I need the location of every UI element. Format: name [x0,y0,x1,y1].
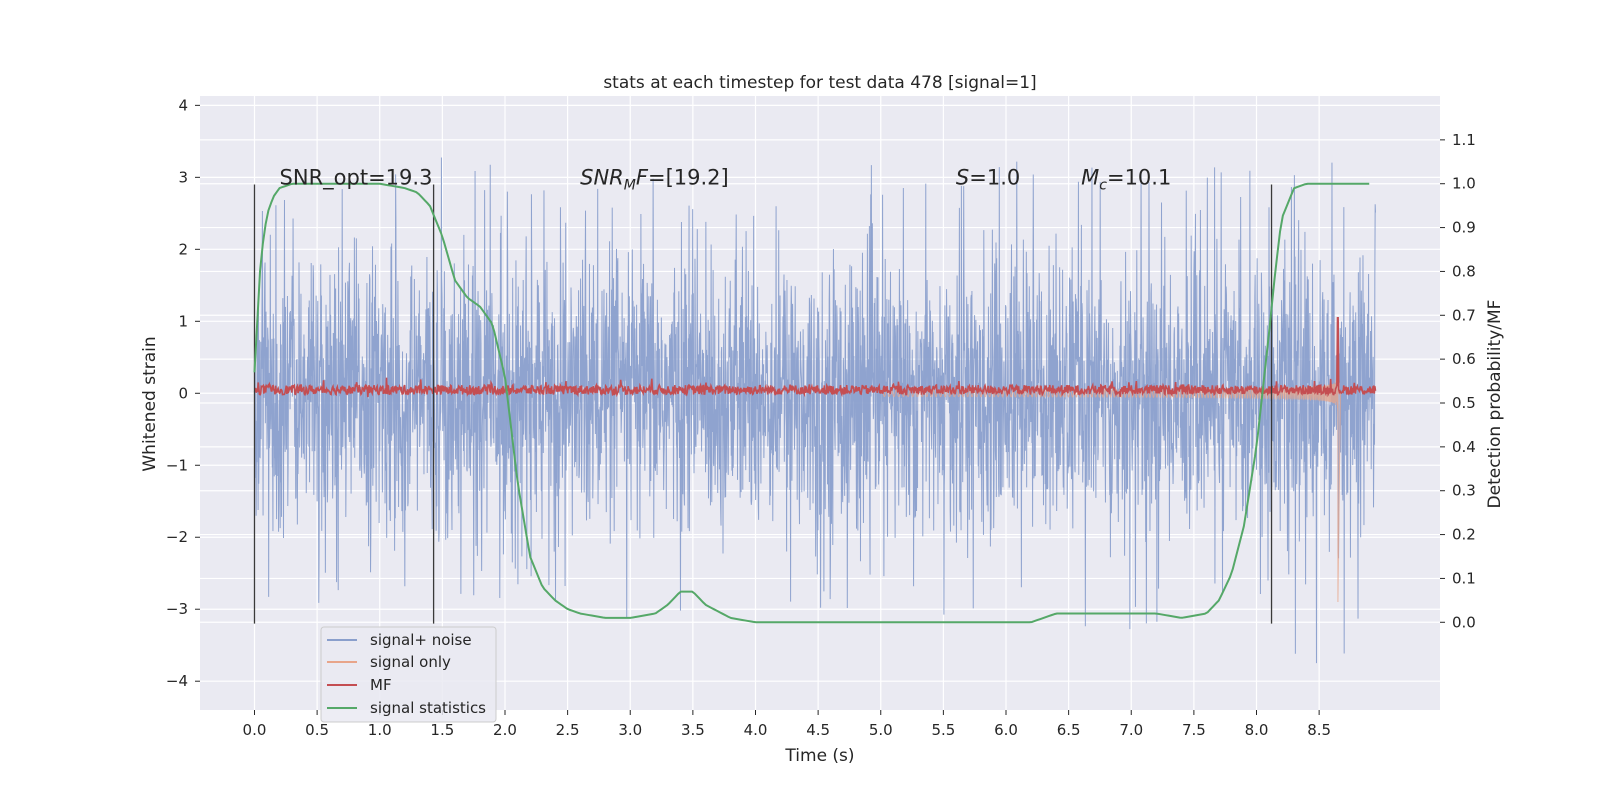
left-y-tick-label-4: 0 [178,384,188,402]
annotation-s: S=1.0 [956,166,1020,190]
annotation-s-base: S [956,166,969,190]
left-y-tick-label-8: 4 [178,96,188,114]
right-y-tick-label-0: 0.0 [1452,613,1476,631]
annotation-mc-value: =10.1 [1107,166,1171,190]
annotation-s-value: =1.0 [969,166,1020,190]
annotation-mc: Mc=10.1 [1081,166,1171,194]
left-y-tick-label-2: −2 [166,528,188,546]
legend-label-mf: MF [370,676,392,694]
right-y-tick-label-2: 0.2 [1452,526,1476,544]
x-tick-label-2: 1.0 [368,721,392,739]
x-tick-label-12: 6.0 [994,721,1018,739]
x-tick-label-13: 6.5 [1057,721,1081,739]
x-tick-label-16: 8.0 [1245,721,1269,739]
vlines [253,184,1273,624]
signal-statistics-series [253,182,1370,624]
signal-statistics-line [253,182,1370,624]
right-y-tick-label-5: 0.5 [1452,394,1476,412]
x-tick-label-15: 7.5 [1182,721,1206,739]
right-y-tick-label-10: 1.0 [1452,175,1476,193]
x-tick-label-9: 4.5 [806,721,830,739]
legend-label-signal-noise: signal+ noise [370,631,472,649]
annotation-snr-mf: SNRMF=[19.2] [580,166,729,194]
x-axis-title: Time (s) [784,746,854,766]
right-y-tick-label-6: 0.6 [1452,350,1476,368]
mf-line [253,317,1377,398]
x-tick-label-6: 3.0 [618,721,642,739]
x-tick-label-1: 0.5 [305,721,329,739]
right-y-tick-label-9: 0.9 [1452,219,1476,237]
annotation-snr-mf-tail-italic: F [636,166,649,190]
annotation-snr-mf-value: =[19.2] [648,166,729,190]
legend: signal+ noise signal only MF signal stat… [320,626,497,723]
x-tick-label-3: 1.5 [430,721,454,739]
x-tick-label-5: 2.5 [556,721,580,739]
left-y-tick-label-0: −4 [166,672,188,690]
annotations: SNR_opt=19.3 SNRMF=[19.2] S=1.0 Mc=10.1 [280,166,1172,194]
left-y-tick-label-6: 2 [178,240,188,258]
left-y-tick-label-1: −3 [166,600,188,618]
right-y-tick-label-11: 1.1 [1452,131,1476,149]
annotation-snr-mf-base: SNR [580,166,624,190]
right-y-tick-label-1: 0.1 [1452,569,1476,587]
annotation-mc-sub: c [1099,178,1107,194]
annotation-snr-mf-sub: M [624,178,636,194]
right-y-tick-label-4: 0.4 [1452,438,1476,456]
x-axis-ticks: 0.0 0.5 1.0 1.5 2.0 2.5 3.0 3.5 4.0 4.5 5.0 5.5 6.0 6… [243,710,1331,739]
right-y-axis-ticks: 0.0 0.1 0.2 0.3 0.4 0.5 0.6 0.7 0.8 0.9 1.0 1.1 [1440,131,1476,631]
right-y-axis-title: Detection probability/MF [1485,300,1505,509]
x-tick-label-0: 0.0 [243,721,267,739]
left-y-axis-title: Whitened strain [140,336,160,471]
annotation-snr-opt: SNR_opt=19.3 [280,166,433,191]
chart-title: stats at each timestep for test data 478… [603,73,1036,93]
legend-label-signal-statistics: signal statistics [370,699,486,717]
legend-label-signal-only: signal only [370,653,451,671]
left-y-tick-label-5: 1 [178,312,188,330]
x-tick-label-14: 7.0 [1119,721,1143,739]
left-y-axis-ticks: −4 −3 −2 −1 0 1 2 3 4 [166,96,200,690]
left-y-tick-label-7: 3 [178,168,188,186]
x-tick-label-11: 5.5 [931,721,955,739]
annotation-mc-base: M [1081,166,1099,190]
x-tick-label-4: 2.0 [493,721,517,739]
x-tick-label-7: 3.5 [681,721,705,739]
x-tick-label-17: 8.5 [1307,721,1331,739]
legend-box [320,626,497,723]
left-y-tick-label-3: −1 [166,456,188,474]
right-y-tick-label-3: 0.3 [1452,482,1476,500]
right-y-tick-label-8: 0.8 [1452,262,1476,280]
right-y-tick-label-7: 0.7 [1452,306,1476,324]
x-tick-label-10: 5.0 [869,721,893,739]
mf-series [253,317,1377,398]
x-tick-label-8: 4.0 [744,721,768,739]
